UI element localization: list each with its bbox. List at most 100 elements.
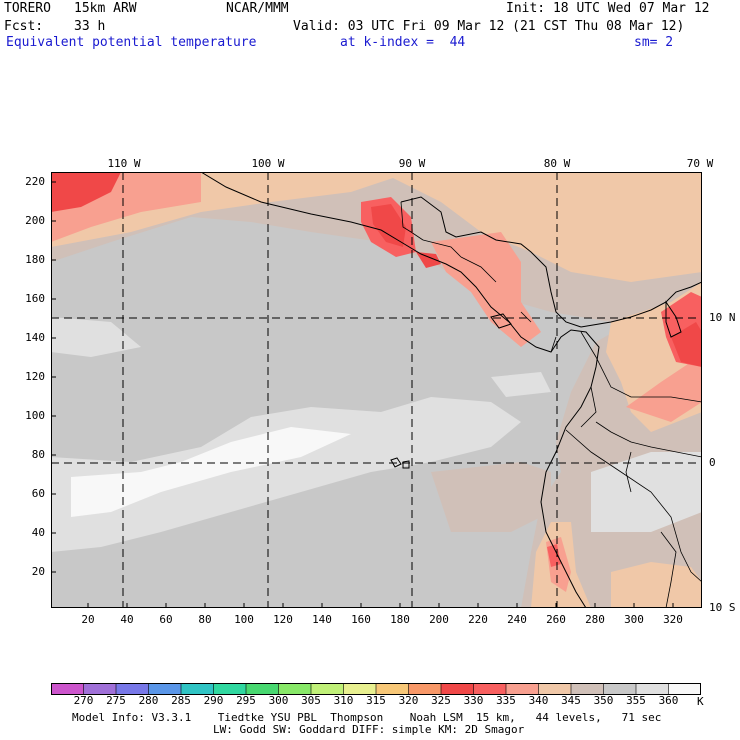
galapagos-1 <box>390 457 402 468</box>
y-tick-180: 180 <box>25 253 45 266</box>
lon-label-70w: 70 W <box>686 157 714 170</box>
y-tick-220: 220 <box>25 175 45 188</box>
colorbar-label: 280 <box>138 694 159 707</box>
colorbar-swatch <box>506 683 539 695</box>
colorbar-label: 310 <box>333 694 354 707</box>
lake-nicaragua <box>490 313 512 329</box>
x-tick-60: 60 <box>159 613 173 626</box>
center-label: NCAR/MMM <box>226 1 289 16</box>
field-name: Equivalent potential temperature <box>6 35 257 50</box>
colorbar-swatch <box>51 683 84 695</box>
colorbar-label: 285 <box>171 694 191 707</box>
x-tick-140: 140 <box>312 613 332 626</box>
colorbar-label: 320 <box>398 694 419 707</box>
x-tick-160: 160 <box>351 613 371 626</box>
border-peru-brazil <box>565 429 702 583</box>
y-tick-80: 80 <box>31 448 45 461</box>
coastlines <box>200 172 702 608</box>
border-peru-interior <box>625 451 632 493</box>
colorbar-label: 315 <box>366 694 386 707</box>
x-tick-260: 260 <box>546 613 566 626</box>
colorbar-label: 355 <box>626 694 646 707</box>
colorbar-swatch <box>473 683 507 695</box>
y-tick-20: 20 <box>31 565 45 578</box>
colorbar-swatch <box>538 683 572 695</box>
coastline-pacific <box>200 172 600 608</box>
colorbar-label: 305 <box>301 694 321 707</box>
y-tick-140: 140 <box>25 331 45 344</box>
x-tick-220: 220 <box>468 613 488 626</box>
coastline-maracaibo <box>665 300 682 338</box>
lat-label-10n: 10 N <box>709 311 736 324</box>
colorbar-swatch <box>441 683 474 695</box>
border-mexico-guatemala <box>400 201 424 241</box>
colorbar-label: 335 <box>496 694 516 707</box>
y-tick-40: 40 <box>31 526 45 539</box>
border-colombia-brazil <box>595 421 702 458</box>
colorbar-swatch <box>668 683 701 695</box>
x-tick-120: 120 <box>273 613 293 626</box>
x-tick-100: 100 <box>234 613 254 626</box>
lon-label-80w: 80 W <box>543 157 571 170</box>
country-borders <box>400 201 702 608</box>
colorbar-label: 300 <box>268 694 289 707</box>
colorbar-swatch <box>636 683 669 695</box>
colorbar-swatch <box>246 683 279 695</box>
colorbar-swatches <box>51 683 701 695</box>
field-330k-corner <box>51 172 121 212</box>
x-tick-240: 240 <box>507 613 527 626</box>
colorbar-label: 325 <box>431 694 451 707</box>
x-tick-280: 280 <box>585 613 605 626</box>
level-label: at k-index = 44 <box>340 35 466 50</box>
colorbar-swatch <box>278 683 312 695</box>
field-355k-patch-2 <box>491 372 551 397</box>
init-time: Init: 18 UTC Wed 07 Mar 12 <box>506 1 710 16</box>
tick-marks <box>51 181 674 608</box>
colorbar-label: 345 <box>561 694 581 707</box>
colorbar-swatch <box>571 683 604 695</box>
colorbar-label: 350 <box>593 694 614 707</box>
colorbar-unit: K <box>697 695 704 708</box>
border-nicaragua-costa-rica <box>520 311 532 323</box>
colorbar-swatch <box>116 683 149 695</box>
y-tick-200: 200 <box>25 214 45 227</box>
x-tick-80: 80 <box>198 613 212 626</box>
x-tick-300: 300 <box>624 613 644 626</box>
field-340k-bolivia <box>611 562 702 608</box>
colorbar-label: 270 <box>73 694 94 707</box>
plot-frame <box>51 172 702 608</box>
lon-label-100w: 100 W <box>251 157 285 170</box>
model-name: TORERO <box>4 1 51 16</box>
map-plot <box>51 172 702 608</box>
border-honduras-nicaragua <box>460 256 497 283</box>
model-resolution: 15km ARW <box>74 1 137 16</box>
forecast-label: Fcst: <box>4 19 44 34</box>
field-355k-band <box>51 397 521 552</box>
colorbar-label: 340 <box>528 694 549 707</box>
field-345k-south-ocean <box>431 462 551 532</box>
lon-label-110w: 110 W <box>107 157 141 170</box>
valid-time: Valid: 03 UTC Fri 09 Mar 12 (21 CST Thu … <box>293 19 685 34</box>
border-guatemala-honduras <box>422 239 462 258</box>
colorbar-swatch <box>408 683 442 695</box>
colorbar-label: 295 <box>236 694 256 707</box>
y-tick-120: 120 <box>25 370 45 383</box>
y-tick-160: 160 <box>25 292 45 305</box>
colorbar-swatch <box>376 683 409 695</box>
forecast-hour: 33 h <box>74 19 106 34</box>
colorbar-frame <box>51 683 701 695</box>
colorbar <box>51 683 701 695</box>
lat-label-equator: 0 <box>709 456 716 469</box>
field-325k-guatemala <box>416 252 441 268</box>
x-tick-320: 320 <box>663 613 683 626</box>
galapagos-2 <box>402 460 410 469</box>
lon-label-90w: 90 W <box>398 157 426 170</box>
border-costa-rica-panama <box>550 336 557 353</box>
y-tick-100: 100 <box>25 409 45 422</box>
colorbar-swatch <box>343 683 377 695</box>
colorbar-swatch <box>148 683 182 695</box>
colorbar-swatch <box>311 683 344 695</box>
field-360k-band <box>71 427 351 517</box>
y-tick-60: 60 <box>31 487 45 500</box>
coastline-caribbean <box>400 196 582 328</box>
